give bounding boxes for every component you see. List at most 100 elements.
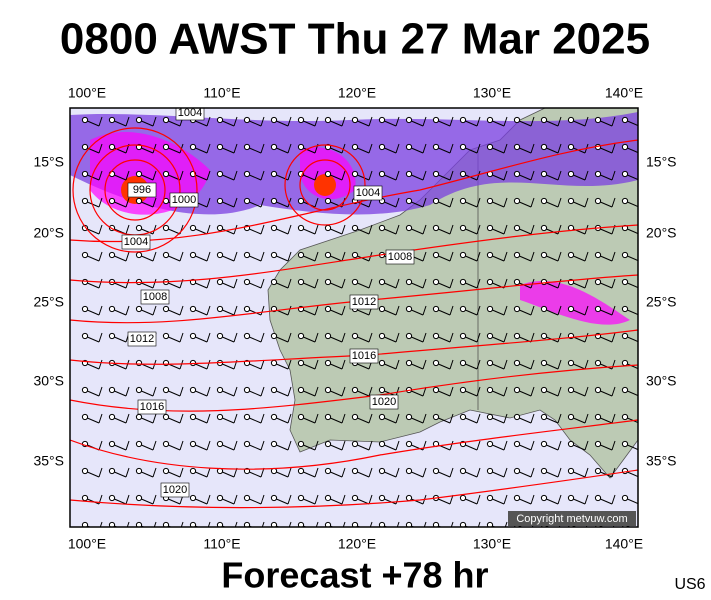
barb-flag: [611, 170, 616, 181]
barb-flag: [125, 170, 130, 181]
wind-barb: [432, 467, 454, 478]
barb-flag: [584, 413, 589, 424]
wind-barb: [378, 413, 400, 424]
barb-flag: [206, 494, 211, 505]
barb-flag: [449, 440, 454, 451]
barb-flag: [422, 278, 427, 289]
barb-station: [270, 197, 278, 205]
wind-barb: [540, 467, 562, 478]
barb-flag: [260, 305, 265, 316]
barb-station: [378, 170, 386, 178]
barb-station: [621, 440, 629, 448]
wind-barb: [621, 440, 638, 451]
barb-flag: [557, 143, 562, 154]
barb-flag: [98, 197, 103, 208]
barb-station: [486, 332, 494, 340]
barb-station: [378, 413, 386, 421]
barb-flag: [98, 116, 103, 127]
barb-station: [324, 170, 332, 178]
isobar-label: 996: [133, 184, 151, 196]
wind-barb: [189, 467, 211, 478]
isobar-label: 1000: [172, 194, 196, 206]
barb-station: [432, 413, 440, 421]
wind-barb: [324, 467, 346, 478]
barb-station: [378, 305, 386, 313]
barb-flag: [341, 413, 346, 424]
barb-station: [540, 386, 548, 394]
barb-flag: [314, 359, 319, 370]
wind-barb: [324, 359, 346, 370]
barb-station: [432, 386, 440, 394]
wind-barb: [486, 143, 508, 154]
wind-barb: [459, 332, 481, 343]
barb-flag: [584, 467, 589, 478]
wind-barb: [540, 251, 562, 262]
barb-flag: [395, 359, 400, 370]
barb-station: [216, 278, 224, 286]
wind-barb: [297, 467, 319, 478]
barb-flag: [611, 197, 616, 208]
barb-flag: [125, 494, 130, 505]
wind-barb: [189, 386, 211, 397]
barb-flag: [287, 305, 292, 316]
barb-station: [216, 494, 224, 502]
wind-barb: [567, 251, 589, 262]
barb-station: [378, 359, 386, 367]
lat-label: 15°S: [33, 154, 64, 170]
isobar-label-box: [349, 294, 379, 310]
lat-label: 35°S: [33, 453, 64, 469]
barb-station: [459, 224, 467, 232]
barb-station: [567, 116, 575, 124]
barb-station: [297, 143, 305, 151]
lat-label: 20°S: [33, 225, 64, 241]
wind-barb: [351, 467, 373, 478]
wind-barb: [297, 278, 319, 289]
barb-flag: [422, 467, 427, 478]
barb-station: [216, 305, 224, 313]
barb-flag: [557, 251, 562, 262]
wind-barb: [270, 251, 292, 262]
wind-barb: [459, 197, 481, 208]
lon-label: 100°E: [68, 85, 106, 101]
wind-barb: [324, 170, 346, 181]
wind-barb: [108, 224, 130, 235]
barb-flag: [206, 143, 211, 154]
wind-barb: [486, 386, 508, 397]
barb-station: [189, 440, 197, 448]
barb-station: [243, 305, 251, 313]
barb-station: [405, 116, 413, 124]
barb-station: [216, 224, 224, 232]
barb-flag: [584, 170, 589, 181]
barb-station: [162, 224, 170, 232]
barb-station: [540, 116, 548, 124]
barb-station: [594, 386, 602, 394]
barb-flag: [125, 251, 130, 262]
wind-barb: [270, 278, 292, 289]
barb-station: [432, 143, 440, 151]
barb-flag: [368, 224, 373, 235]
wind-barb: [216, 440, 238, 451]
barb-station: [459, 359, 467, 367]
barb-station: [189, 224, 197, 232]
wind-barb: [486, 440, 508, 451]
barb-station: [540, 278, 548, 286]
barb-flag: [152, 278, 157, 289]
barb-flag: [314, 197, 319, 208]
barb-flag: [395, 494, 400, 505]
barb-flag: [530, 386, 535, 397]
wind-barb: [459, 224, 481, 235]
barb-station: [486, 386, 494, 394]
barb-station: [108, 386, 116, 394]
wind-barb: [405, 413, 427, 424]
barb-station: [459, 467, 467, 475]
wind-barb: [297, 197, 319, 208]
barb-station: [513, 359, 521, 367]
barb-station: [216, 521, 224, 527]
barb-flag: [395, 224, 400, 235]
barb-station: [567, 197, 575, 205]
wind-barb: [243, 494, 265, 505]
barb-flag: [314, 467, 319, 478]
barb-flag: [395, 305, 400, 316]
barb-flag: [341, 467, 346, 478]
lon-label: 110°E: [203, 536, 240, 552]
